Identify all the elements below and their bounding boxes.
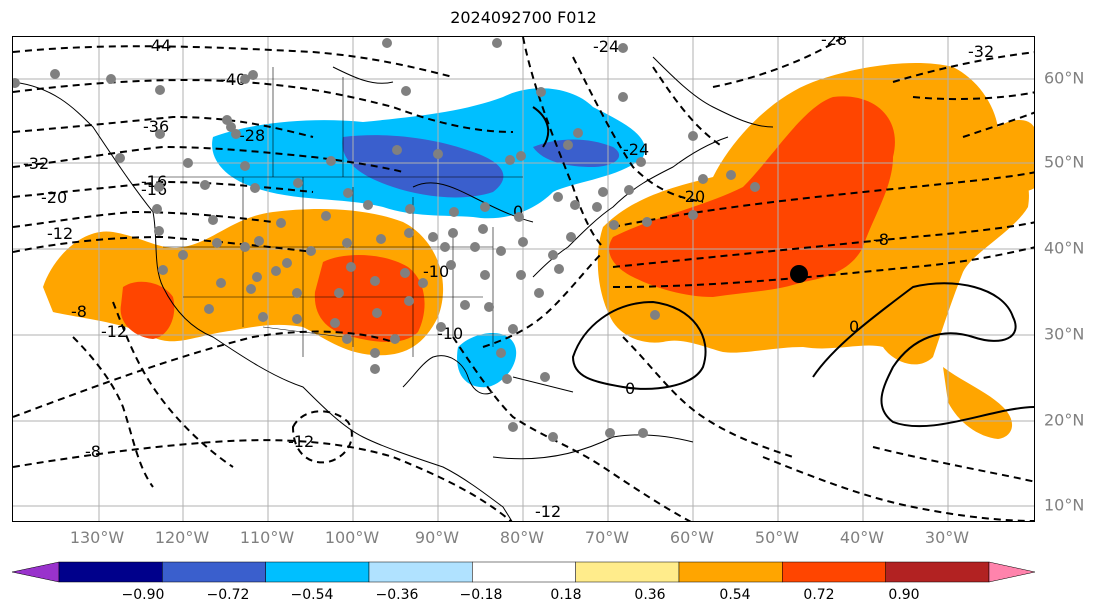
lon-label: 110°W [239,528,295,547]
contour-label: -24 [623,140,649,159]
lon-label: 130°W [69,528,125,547]
lon-label: 50°W [754,528,800,547]
lat-label: 10°N [1044,495,1085,515]
contour-label: -44 [145,37,171,55]
negative-anomaly-shading [212,88,645,388]
contour-label: -32 [968,42,994,61]
contour-label: -20 [679,187,705,206]
colorbar-tick: −0.36 [375,587,419,603]
colorbar-segment [58,561,163,583]
contour-label: -28 [821,37,847,49]
station-dots [13,38,760,442]
colorbar-tick: −0.18 [459,587,503,603]
lon-label: 70°W [584,528,630,547]
lon-label: 120°W [154,528,210,547]
orange-region-east-atlantic [943,367,1013,439]
map-panel: -44 -40 -36 -32 -28 -24 -20 -16 -12 -8 -… [12,36,1035,522]
colorbar-tick: −0.54 [290,587,334,603]
political-borders [148,67,523,357]
contour-label: 0 [849,317,859,336]
colorbar-extend-low [11,561,60,583]
lon-label: 40°W [839,528,885,547]
location-marker [790,265,808,283]
colorbar-segment [678,561,783,583]
graticule [13,37,1034,521]
contour-label: -40 [220,70,246,89]
contour-label: -8 [71,302,87,321]
colorbar-tick: −0.72 [206,587,250,603]
zero-contours [532,106,1034,428]
contour-label: -8 [873,230,889,249]
contour-label: -8 [85,442,101,461]
lon-label: 100°W [324,528,380,547]
contour-label: -32 [23,154,49,173]
lat-label: 30°N [1044,324,1085,344]
colorbar-tick: 0.90 [888,587,920,603]
colorbar-segment [575,561,680,583]
colorbar-tick: 0.36 [634,587,666,603]
lon-label: 60°W [669,528,715,547]
colorbar-tick: −0.90 [121,587,165,603]
lat-label: 20°N [1044,410,1085,430]
contour-label: -12 [288,432,314,451]
contour-label: -10 [423,262,449,281]
contour-label: -24 [593,37,619,56]
contour-label: -20 [41,188,67,207]
red-region-plains [314,255,425,342]
colorbar [11,561,1036,583]
light-blue-region-southeast [457,332,517,388]
contour-label: -12 [535,502,561,521]
contour-label: 0 [513,202,523,221]
map-canvas: -44 -40 -36 -32 -28 -24 -20 -16 -12 -8 -… [13,37,1034,521]
colorbar-segment [265,561,370,583]
contour-label: -28 [239,126,265,145]
lat-label: 50°N [1044,152,1085,172]
colorbar-segment [162,561,266,583]
lon-label: 90°W [414,528,460,547]
contour-label: -12 [47,224,73,243]
red-region-atlantic [609,96,895,298]
colorbar-tick: 0.18 [550,587,582,603]
coastlines [13,56,774,521]
lat-label: 40°N [1044,238,1085,258]
colorbar-tick: 0.72 [803,587,835,603]
lon-label: 30°W [924,528,970,547]
colorbar-segment [368,561,473,583]
contour-label: 0 [625,379,635,398]
contour-labels: -44 -40 -36 -32 -28 -24 -20 -16 -12 -8 -… [23,37,994,521]
lon-label: 80°W [499,528,545,547]
orange-region-far-east [998,120,1034,191]
dark-blue-region-northeast [533,139,620,167]
dark-blue-region-north [342,135,504,198]
colorbar-segment [782,561,886,583]
contour-label: -12 [101,322,127,341]
colorbar-extend-high [988,561,1036,583]
lat-label: 60°N [1044,68,1085,88]
colorbar-segment [885,561,990,583]
map-title: 2024092700 F012 [450,8,597,27]
geopotential-contours [13,37,1034,521]
red-region-southwest [120,281,175,339]
colorbar-segment [472,561,576,583]
colorbar-tick: 0.54 [719,587,751,603]
